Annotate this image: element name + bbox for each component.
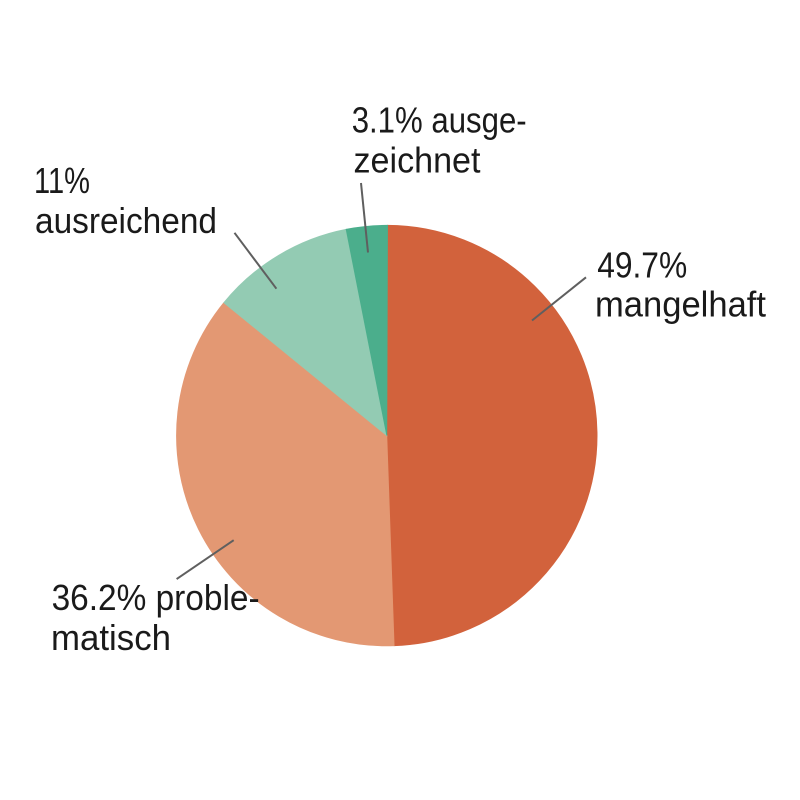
- svg-text:zeichnet: zeichnet: [354, 140, 481, 181]
- svg-text:11%: 11%: [34, 160, 90, 201]
- svg-text:49.7%: 49.7%: [597, 245, 687, 286]
- svg-text:ausreichend: ausreichend: [35, 200, 217, 241]
- svg-text:36.2% proble-: 36.2% proble-: [52, 577, 260, 618]
- svg-text:matisch: matisch: [51, 617, 171, 658]
- svg-text:3.1% ausge-: 3.1% ausge-: [352, 100, 527, 141]
- svg-text:mangelhaft: mangelhaft: [595, 284, 766, 325]
